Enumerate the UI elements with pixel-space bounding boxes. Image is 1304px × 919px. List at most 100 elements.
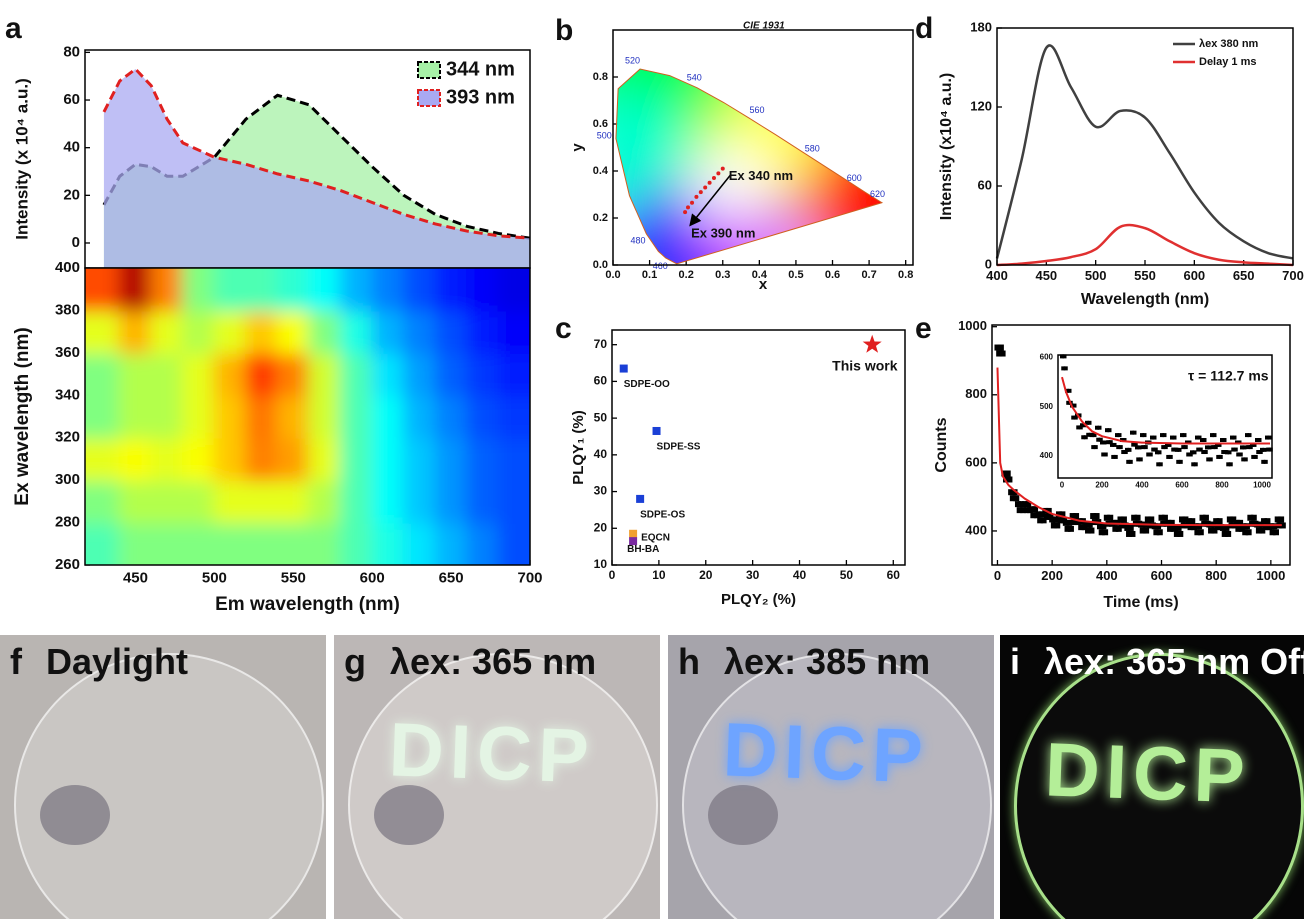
data-point (1278, 516, 1285, 523)
data-point (1127, 447, 1132, 452)
data-point (1247, 433, 1252, 438)
data-point (1203, 450, 1208, 455)
cie-point (720, 166, 725, 171)
heatmap-cell (85, 351, 121, 397)
data-point (1121, 450, 1126, 455)
data-point (1087, 420, 1092, 425)
data-point (1208, 457, 1213, 462)
data-point (1006, 476, 1013, 483)
data-point (1077, 413, 1082, 418)
heatmap-cell (465, 351, 500, 397)
data-point (1086, 432, 1091, 437)
heatmap-cell (150, 351, 184, 397)
data-point (1091, 445, 1096, 450)
plot-frame (996, 27, 1294, 266)
locus-label: 500 (597, 131, 612, 141)
data-point (1125, 447, 1129, 452)
y-tick-label: 300 (55, 471, 80, 488)
data-point (1148, 452, 1153, 457)
heatmap-cell (213, 394, 247, 439)
heatmap-cell (308, 394, 342, 439)
heatmap-cell (371, 268, 405, 312)
data-point (1168, 519, 1175, 526)
data-point (1157, 450, 1162, 455)
data-point (1018, 501, 1025, 508)
data-point (1136, 457, 1141, 462)
y-tick-label: 20 (63, 186, 80, 203)
heatmap-cell (118, 268, 153, 312)
data-point (1023, 507, 1030, 514)
plot-frame (611, 329, 906, 566)
heatmap-cell (465, 521, 500, 565)
annotation: Ex 340 nm (729, 168, 793, 183)
heatmap-cell (118, 479, 153, 524)
data-point (1179, 516, 1186, 523)
data-point (1008, 489, 1015, 496)
y-tick-label: 0.6 (593, 118, 608, 130)
data-point (1267, 523, 1274, 530)
data-point (1246, 445, 1251, 450)
data-point (1252, 442, 1257, 447)
heatmap-cell (497, 479, 530, 524)
data-point (1243, 523, 1250, 530)
data-point (1095, 425, 1099, 430)
data-point (1178, 459, 1183, 464)
data-point (1067, 388, 1072, 393)
data-point (1167, 442, 1172, 447)
legend-swatch (417, 61, 441, 79)
heatmap-cell (371, 309, 405, 354)
data-point (1245, 433, 1249, 438)
data-point (1105, 428, 1109, 433)
data-point (1267, 435, 1272, 440)
data-point (1182, 516, 1189, 523)
heatmap-cell (465, 394, 500, 439)
data-point (1201, 520, 1208, 527)
plot-frame (991, 324, 1291, 566)
heatmap-cell (339, 351, 374, 397)
x-axis-label: x (759, 276, 768, 293)
data-point (1139, 527, 1146, 534)
data-point (1189, 518, 1196, 525)
data-point (1183, 445, 1188, 450)
data-point (1143, 527, 1150, 534)
data-point (1191, 462, 1196, 467)
y-axis-label: Counts (933, 417, 950, 472)
data-point (1132, 430, 1137, 435)
heatmap-cell (213, 309, 247, 354)
data-point (1108, 440, 1113, 445)
photo-text: DICP (387, 707, 596, 800)
disc (14, 653, 324, 919)
data-point (1040, 517, 1047, 524)
y-axis-label: y (569, 143, 586, 152)
line (996, 223, 1294, 267)
x-tick-label: 60 (887, 568, 901, 582)
panel-label: d (915, 12, 933, 45)
heatmap-cell (244, 309, 279, 354)
x-tick-label: 450 (1035, 268, 1057, 283)
heatmap-cell (402, 268, 437, 312)
data-point (1261, 459, 1266, 464)
heatmap-cell (244, 394, 279, 439)
heatmap-cell (339, 268, 374, 312)
data-point (1215, 442, 1219, 447)
data-point (1129, 530, 1136, 537)
data-point (1032, 506, 1039, 513)
data-point (1071, 415, 1076, 420)
data-point (1170, 435, 1174, 440)
data-point (1081, 435, 1086, 440)
y-tick-label: 400 (1040, 451, 1054, 460)
data-point (1143, 445, 1148, 450)
x-tick-label: 0 (609, 568, 616, 582)
plot-frame (612, 29, 914, 266)
data-point (1085, 420, 1089, 425)
heatmap-cell (181, 394, 216, 439)
data-point (1131, 514, 1138, 521)
data-point (1144, 516, 1151, 523)
photo-caption: g λex: 365 nm (344, 641, 596, 683)
x-tick-label: 400 (986, 268, 1008, 283)
data-point (1001, 470, 1008, 477)
data-point (1235, 440, 1239, 445)
data-point (1066, 519, 1073, 526)
data-point (1211, 445, 1216, 450)
locus-label: 560 (749, 105, 764, 115)
